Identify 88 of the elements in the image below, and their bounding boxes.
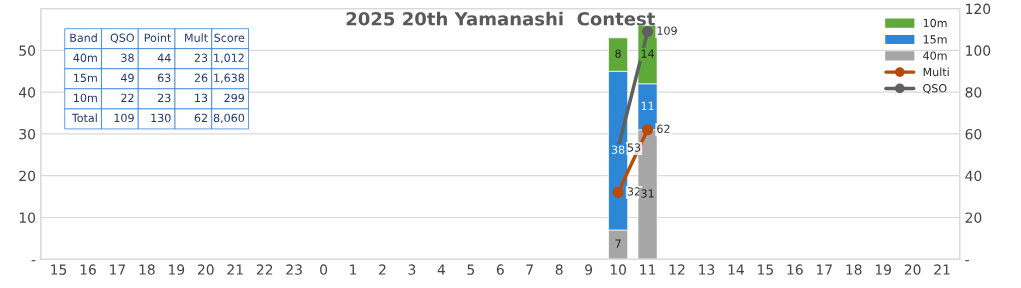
y2-tick-label: - (965, 260, 969, 262)
x-tick-label: 4 (437, 264, 446, 275)
annotation: QSO (110, 33, 134, 44)
annotation: Total (71, 113, 97, 123)
x-tick-label: 0 (320, 264, 328, 275)
annotation: 1,012 (214, 53, 244, 64)
data-label: 11 (641, 101, 654, 110)
annotation: 109 (114, 113, 134, 123)
data-label: 109 (657, 26, 677, 35)
x-tick-label: 21 (227, 264, 243, 275)
x-tick-label: 16 (787, 264, 803, 275)
data-label: 62 (657, 124, 670, 133)
x-tick-label: 10 (610, 264, 627, 275)
x-tick-label: 21 (934, 264, 950, 275)
x-tick-label: 17 (816, 264, 832, 275)
point (641, 26, 654, 38)
annotation: Score (214, 33, 245, 42)
y-tick-label: 20 (19, 170, 36, 182)
annotation: 299 (224, 93, 245, 103)
annotation: 38 (121, 53, 134, 62)
x-tick-label: 7 (526, 264, 533, 275)
x-tick-label: 6 (496, 264, 504, 275)
y-tick-label: 50 (19, 45, 36, 56)
x-tick-label: 1 (350, 264, 357, 275)
data-label: 32 (627, 187, 640, 196)
x-tick-label: 17 (110, 264, 126, 275)
annotation: 22 (121, 93, 134, 102)
annotation: 8,060 (213, 113, 245, 124)
x-tick-label: 18 (846, 264, 862, 275)
y2-tick-label: 40 (965, 170, 982, 182)
point (641, 124, 654, 136)
y2-tick-label: 120 (966, 3, 991, 15)
legend-label: QSO (923, 84, 947, 94)
data-label: 53 (627, 143, 641, 152)
y-tick-label: 30 (19, 128, 36, 140)
annotation: 23 (194, 53, 208, 62)
legend-label: Multi (923, 67, 949, 77)
y2-tick-label: 20 (965, 212, 982, 223)
annotation: Band (70, 33, 97, 42)
y-tick-label: - (31, 260, 36, 262)
legend-label: 15m (923, 35, 947, 44)
annotation: 63 (157, 73, 171, 83)
x-tick-label: 22 (256, 264, 273, 275)
x-tick-label: 16 (80, 264, 96, 275)
data-label: 38 (611, 145, 625, 154)
annotation: 44 (157, 53, 171, 62)
x-tick-label: 23 (286, 264, 302, 275)
point (612, 186, 624, 198)
annotation: 130 (151, 113, 171, 123)
x-tick-label: 2 (379, 264, 386, 275)
data-label: 7 (615, 239, 621, 248)
x-tick-label: 20 (197, 264, 214, 275)
y-tick-label: 10 (19, 212, 36, 223)
x-tick-label: 5 (467, 264, 475, 275)
annotation: 49 (120, 73, 134, 83)
chart-title: 2025 20th Yamanashi Contest (346, 11, 655, 26)
data-label: 14 (641, 49, 654, 58)
annotation: 1,638 (214, 73, 245, 84)
legend-label: 10m (923, 18, 947, 28)
annotation: 26 (194, 73, 208, 83)
y2-tick-label: 60 (965, 128, 982, 140)
y-tick-label: 40 (18, 87, 36, 98)
y2-tick-label: 100 (966, 45, 991, 56)
x-tick-label: 8 (555, 264, 563, 275)
annotation: 13 (195, 93, 208, 103)
annotation: 23 (158, 93, 171, 103)
x-tick-label: 11 (640, 264, 656, 275)
annotation: Point (144, 33, 172, 42)
x-tick-label: 15 (51, 264, 67, 275)
legend-label: 40m (923, 51, 947, 60)
annotation: Mult (185, 33, 208, 42)
x-tick-label: 9 (585, 264, 593, 275)
x-tick-label: 13 (699, 264, 715, 275)
annotation: 15m (74, 73, 97, 83)
x-tick-label: 18 (139, 264, 155, 275)
annotation: 40m (73, 53, 97, 62)
y2-tick-label: 80 (965, 87, 982, 98)
data-label: 31 (641, 189, 654, 198)
x-tick-label: 19 (169, 264, 185, 275)
x-tick-label: 19 (875, 264, 892, 275)
x-tick-label: 12 (669, 264, 685, 275)
data-label: 8 (615, 49, 621, 58)
x-tick-label: 20 (904, 264, 921, 275)
x-tick-label: 3 (408, 264, 416, 275)
annotation: 62 (194, 113, 207, 123)
x-tick-label: 14 (728, 264, 744, 275)
annotation: 10m (74, 93, 97, 103)
x-tick-label: 15 (758, 264, 773, 275)
